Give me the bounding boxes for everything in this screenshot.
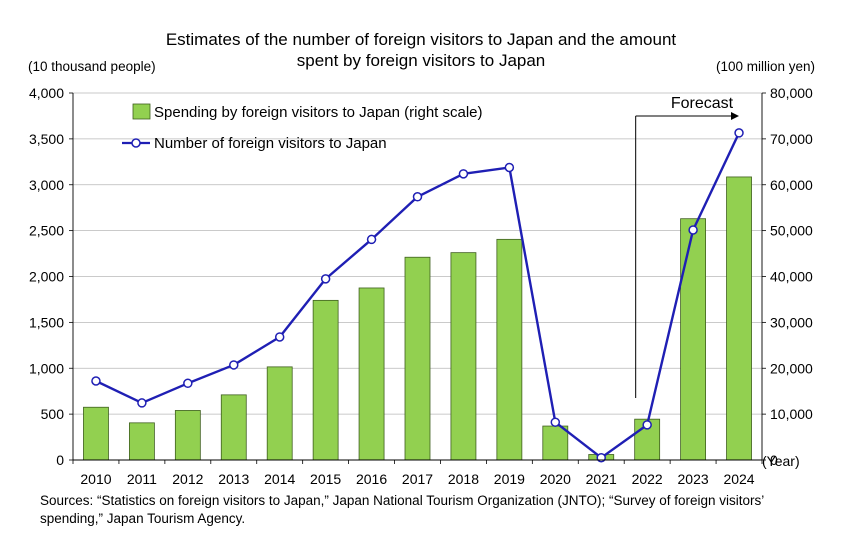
x-tick-label: 2019 — [494, 471, 525, 487]
tick-labels: 0 0 500 10,000 1,000 20,000 1,500 30,000 2,000 40… — [29, 85, 813, 487]
right-tick-label: 40,000 — [770, 269, 813, 285]
bar-2016 — [358, 287, 385, 461]
bar-2011 — [128, 422, 155, 461]
right-tick-label: 20,000 — [770, 360, 813, 376]
point-2024 — [734, 128, 744, 138]
left-tick-label: 3,000 — [29, 177, 64, 193]
x-tick-label: 2021 — [586, 471, 617, 487]
x-tick-label: 2013 — [218, 471, 249, 487]
point-2018 — [458, 169, 469, 179]
bar-2013 — [220, 394, 247, 461]
bar-2018 — [450, 252, 477, 461]
forecast-label: Forecast — [671, 95, 734, 112]
axes — [69, 92, 766, 464]
spending-bars — [83, 176, 752, 461]
left-tick-label: 2,000 — [29, 269, 64, 285]
left-tick-label: 4,000 — [29, 85, 64, 101]
left-tick-label: 0 — [56, 452, 64, 468]
x-tick-label: 2023 — [678, 471, 709, 487]
point-2021 — [596, 452, 606, 463]
x-tick-label: 2016 — [356, 471, 387, 487]
point-2022 — [642, 420, 652, 430]
left-axis-unit: (10 thousand people) — [28, 59, 156, 74]
x-tick-label: 2018 — [448, 471, 479, 487]
point-2019 — [504, 162, 515, 173]
right-tick-label: 30,000 — [770, 314, 813, 330]
x-tick-label: 2010 — [80, 471, 111, 487]
x-tick-label: 2022 — [632, 471, 663, 487]
right-tick-label: 80,000 — [770, 85, 813, 101]
chart-title-line-1: Estimates of the number of foreign visit… — [166, 30, 677, 49]
legend: Spending by foreign visitors to Japan (r… — [122, 103, 483, 152]
x-tick-label: 2017 — [402, 471, 433, 487]
right-tick-label: 60,000 — [770, 177, 813, 193]
left-tick-label: 1,000 — [29, 360, 64, 376]
x-tick-label: 2011 — [127, 471, 157, 487]
source-note: Sources: “Statistics on foreign visitors… — [40, 493, 764, 526]
bar-2023 — [680, 218, 706, 461]
legend-bar-label: Spending by foreign visitors to Japan (r… — [154, 104, 483, 121]
x-tick-label: 2024 — [723, 471, 754, 487]
x-tick-label: 2012 — [172, 471, 203, 487]
legend-line-marker — [131, 138, 141, 148]
x-tick-label: 2020 — [540, 471, 571, 487]
left-tick-label: 1,500 — [29, 314, 64, 330]
point-2012 — [183, 378, 193, 389]
point-2014 — [274, 332, 285, 342]
legend-line-label: Number of foreign visitors to Japan — [154, 135, 387, 152]
visitors-line — [91, 128, 744, 463]
right-tick-label: 0 — [770, 452, 778, 468]
right-tick-label: 70,000 — [770, 131, 813, 147]
bar-2017 — [404, 256, 431, 461]
bar-2014 — [266, 366, 293, 461]
right-axis-unit: (100 million yen) — [716, 59, 815, 74]
bar-2024 — [726, 176, 752, 461]
chart-title-line-2: spent by foreign visitors to Japan — [297, 51, 546, 70]
bar-2015 — [312, 299, 339, 461]
x-axis-unit: (Year) — [762, 453, 800, 469]
bar-2019 — [496, 238, 523, 461]
point-2020 — [550, 417, 561, 427]
forecast-arrowhead — [731, 112, 739, 120]
x-tick-label: 2015 — [310, 471, 341, 487]
point-2017 — [412, 192, 423, 202]
left-tick-label: 2,500 — [29, 223, 64, 239]
bar-2020 — [542, 425, 569, 461]
legend-bar-swatch — [132, 103, 151, 120]
forecast-annotation: Forecast — [635, 95, 739, 398]
left-tick-label: 3,500 — [29, 131, 64, 147]
point-2016 — [366, 234, 377, 245]
x-tick-label: 2014 — [264, 471, 295, 487]
point-2013 — [229, 360, 239, 370]
point-2011 — [137, 398, 147, 408]
bar-2012 — [174, 410, 201, 461]
bar-2010 — [83, 406, 109, 461]
point-2010 — [91, 376, 101, 386]
point-2023 — [688, 225, 698, 235]
right-tick-label: 10,000 — [770, 406, 813, 422]
right-tick-label: 50,000 — [770, 223, 813, 239]
point-2015 — [320, 274, 331, 284]
left-tick-label: 500 — [41, 406, 65, 422]
